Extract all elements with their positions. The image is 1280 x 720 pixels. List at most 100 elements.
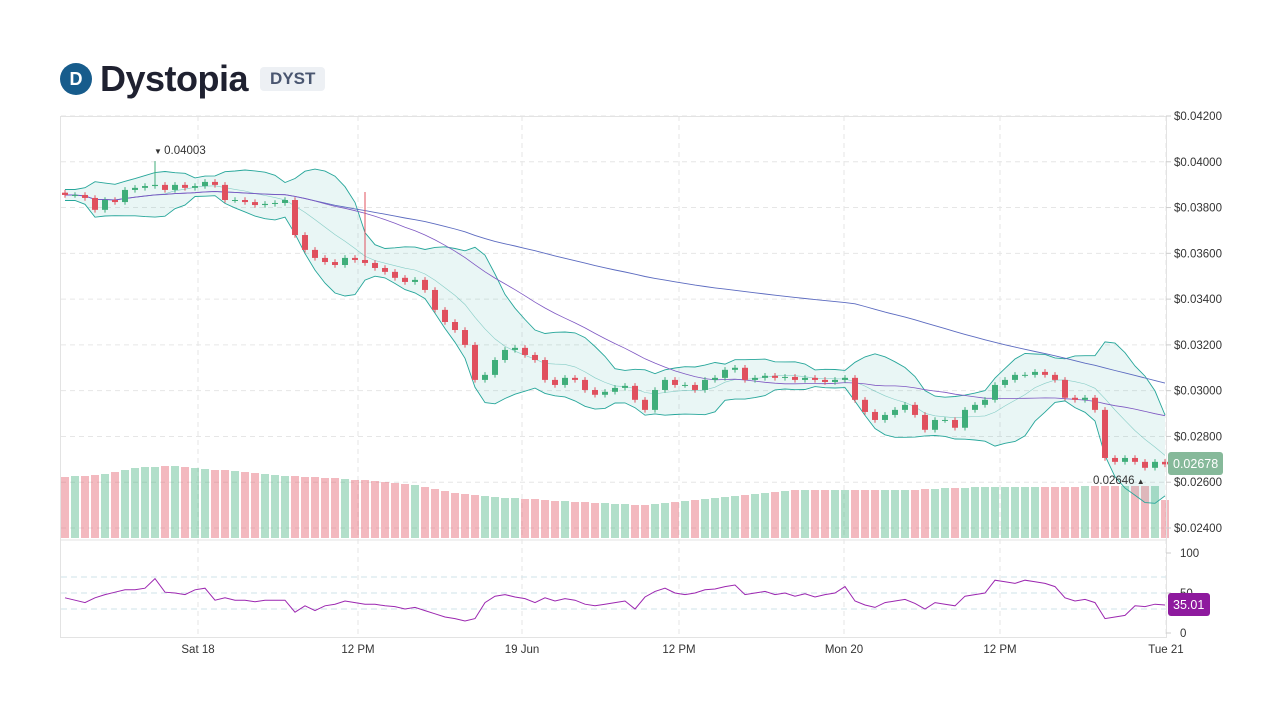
volume-bar xyxy=(551,501,559,538)
candle-body xyxy=(272,202,278,204)
candle-body xyxy=(472,344,478,380)
volume-bar xyxy=(621,504,629,538)
candle-body xyxy=(652,389,658,410)
volume-bar xyxy=(851,490,859,538)
candle-body xyxy=(802,377,808,380)
volume-bar xyxy=(601,503,609,538)
volume-bar xyxy=(151,467,159,538)
volume-bar xyxy=(231,471,239,538)
last-price-label xyxy=(1168,452,1223,475)
volume-bar xyxy=(91,475,99,538)
candle-body xyxy=(1132,457,1138,462)
candle-body xyxy=(962,409,968,428)
candle-body xyxy=(92,197,98,210)
volume-bar xyxy=(501,498,509,538)
volume-bar xyxy=(901,490,909,538)
y-tick-label: $0.02400 xyxy=(1174,523,1222,535)
volume-bar xyxy=(691,500,699,538)
y-tick-label: $0.02600 xyxy=(1174,477,1222,489)
candle-body xyxy=(712,377,718,380)
candle-body xyxy=(1022,374,1028,376)
candle-body xyxy=(662,379,668,390)
candle-body xyxy=(262,203,268,206)
candle-body xyxy=(422,279,428,290)
volume-bar xyxy=(571,502,579,538)
volume-bar xyxy=(1071,487,1079,538)
volume-bar xyxy=(391,483,399,538)
volume-bar xyxy=(321,478,329,538)
volume-bar xyxy=(681,501,689,538)
volume-bar xyxy=(261,474,269,538)
x-tick-label: 12 PM xyxy=(983,644,1016,656)
moving-average-short xyxy=(65,191,1166,417)
volume-bar xyxy=(1051,487,1059,538)
volume-bar xyxy=(191,468,199,538)
candle-body xyxy=(1102,409,1108,458)
candle-body xyxy=(982,399,988,405)
volume-bar xyxy=(581,502,589,538)
candle-body xyxy=(212,181,218,185)
candle-body xyxy=(112,200,118,203)
volume-bar xyxy=(251,473,259,538)
candle-body xyxy=(872,411,878,420)
candle-body xyxy=(582,379,588,390)
volume-bar xyxy=(201,469,209,538)
candle-body xyxy=(102,200,108,210)
candle-body xyxy=(402,277,408,282)
volume-bar xyxy=(441,491,449,538)
volume-bar xyxy=(371,481,379,538)
volume-bar xyxy=(181,467,189,538)
candle-body xyxy=(222,184,228,201)
y-tick-label: $0.03400 xyxy=(1174,294,1222,306)
candle-body xyxy=(882,414,888,420)
candle-body xyxy=(1052,374,1058,380)
dystopia-logo-icon: D xyxy=(60,63,92,95)
candle-body xyxy=(732,367,738,370)
volume-bar xyxy=(941,488,949,538)
candle-body xyxy=(692,384,698,390)
candle-body xyxy=(172,184,178,190)
candle-body xyxy=(542,359,548,380)
volume-bar xyxy=(1091,486,1099,538)
candle-body xyxy=(1122,457,1128,462)
candle-body xyxy=(292,200,298,236)
volume-bar xyxy=(291,476,299,538)
plot-border xyxy=(60,116,1167,638)
candle-body xyxy=(242,200,248,203)
volume-bar xyxy=(431,489,439,538)
volume-bar xyxy=(931,489,939,538)
y-tick-label: $0.02800 xyxy=(1174,431,1222,443)
candle-body xyxy=(412,279,418,282)
volume-bar xyxy=(1151,486,1159,538)
volume-bar xyxy=(1121,486,1129,538)
volume-bar xyxy=(451,493,459,538)
volume-bar xyxy=(711,498,719,538)
candle-body xyxy=(502,349,508,360)
volume-bar xyxy=(531,499,539,538)
volume-bar xyxy=(481,496,489,538)
candle-body xyxy=(382,267,388,272)
candle-body xyxy=(232,200,238,202)
candle-body xyxy=(642,399,648,410)
bollinger-upper xyxy=(65,168,1166,416)
x-tick-label: Sat 18 xyxy=(181,644,214,656)
candle-body xyxy=(902,404,908,410)
candle-body xyxy=(972,404,978,410)
volume-bar xyxy=(121,470,129,538)
x-tick-label: 12 PM xyxy=(341,644,374,656)
candle-body xyxy=(992,384,998,400)
candle-body xyxy=(532,354,538,360)
candle-body xyxy=(912,404,918,415)
volume-bar xyxy=(821,490,829,538)
y-tick-label: $0.03800 xyxy=(1174,203,1222,215)
volume-bar xyxy=(891,490,899,538)
volume-bar xyxy=(1031,487,1039,538)
volume-bar xyxy=(1061,487,1069,538)
candle-body xyxy=(752,377,758,380)
volume-bar xyxy=(1161,500,1169,538)
y-tick-label: $0.03000 xyxy=(1174,386,1222,398)
volume-bar xyxy=(421,487,429,538)
volume-bar xyxy=(111,472,119,538)
volume-bar xyxy=(841,490,849,538)
